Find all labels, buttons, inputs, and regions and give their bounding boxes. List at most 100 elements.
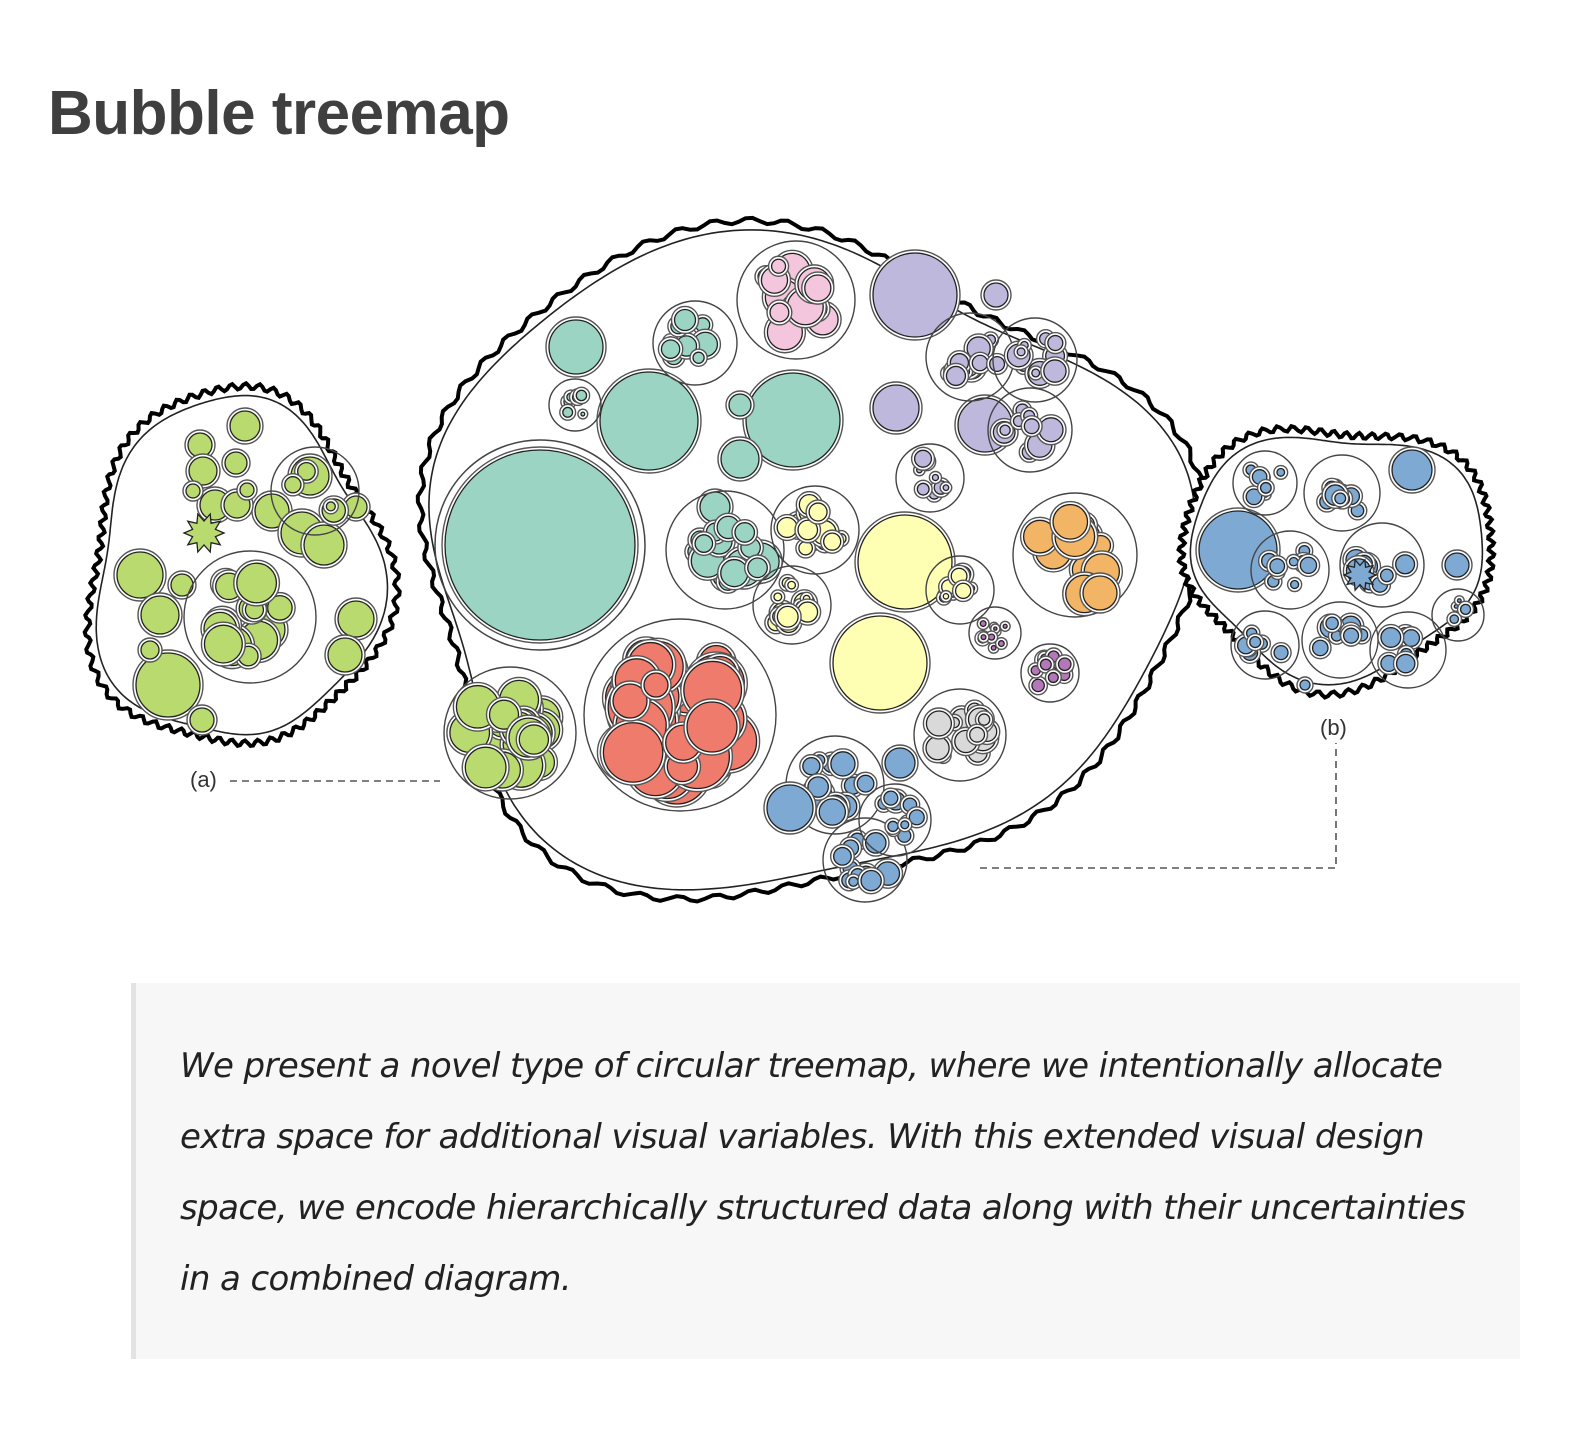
group-outline: [270, 446, 360, 536]
bubble: [1379, 568, 1394, 583]
bubble: [1023, 418, 1040, 435]
group-outline: [968, 606, 1022, 660]
bubble: [807, 776, 829, 798]
bubble: [997, 640, 1005, 648]
bubble: [969, 726, 986, 743]
bubble: [848, 876, 859, 887]
bubble: [284, 476, 302, 494]
bubble: [1198, 510, 1278, 590]
bubble: [1031, 678, 1045, 693]
bubble: [1043, 359, 1067, 383]
bubble: [444, 449, 636, 641]
bubble: [818, 798, 847, 826]
bubble: [692, 351, 705, 364]
bubble: [980, 634, 987, 641]
bubble: [1402, 629, 1421, 647]
bubble: [673, 308, 697, 332]
group-outline: [652, 300, 738, 386]
bubble: [864, 832, 887, 854]
page-title: Bubble treemap: [48, 79, 510, 148]
group-outline: [665, 490, 785, 610]
bubble: [993, 626, 998, 631]
bubble: [135, 652, 201, 718]
bubble: [1245, 488, 1263, 506]
bubble: [1395, 554, 1416, 575]
bubble: [916, 482, 930, 496]
bubble: [325, 501, 336, 512]
bubble: [832, 615, 928, 711]
bubble: [575, 389, 588, 402]
bubble: [1002, 623, 1008, 629]
bubble: [686, 701, 738, 753]
bubble: [170, 573, 194, 597]
bubble: [887, 820, 899, 833]
group-outline: [1303, 454, 1381, 532]
group-outline: [1230, 610, 1300, 680]
bubble: [1038, 417, 1064, 443]
bubble: [979, 620, 987, 628]
bubble: [856, 774, 875, 793]
description-text: We present a novel type of circular tree…: [180, 1046, 1466, 1299]
bubble: [239, 482, 255, 498]
bubble: [990, 644, 997, 651]
bubble-treemap-svg: (a) (b): [82, 215, 1497, 904]
bubble: [1047, 671, 1059, 684]
bubble: [983, 282, 1009, 308]
bubble: [770, 258, 787, 274]
group-outline: [925, 555, 995, 625]
bubble: [798, 540, 814, 556]
bubble: [254, 493, 290, 529]
bubble: [1057, 657, 1072, 672]
bubble: [802, 756, 821, 776]
bubble: [989, 355, 1006, 373]
bubble: [860, 869, 882, 892]
bubble: [1444, 552, 1470, 578]
group-outline: [736, 240, 856, 360]
label-b: (b): [1320, 715, 1347, 740]
bubble: [643, 672, 669, 698]
bubble: [945, 365, 967, 387]
bubble: [229, 410, 261, 442]
bubble: [599, 371, 699, 471]
bubble: [1273, 644, 1289, 661]
bubble: [745, 372, 841, 468]
group-outline: [992, 317, 1078, 403]
bubble: [1276, 467, 1286, 477]
bubble: [747, 557, 768, 579]
bubble: [1047, 334, 1064, 352]
group-outline: [548, 378, 602, 432]
group-outline: [858, 783, 932, 857]
bubble: [1299, 556, 1318, 575]
bubble: [1016, 347, 1026, 357]
bubble: [773, 592, 783, 602]
bubble: [931, 473, 940, 482]
bubble: [1391, 449, 1433, 491]
bubble: [488, 699, 520, 730]
bubble: [823, 532, 842, 551]
bubble: [1288, 556, 1299, 567]
bubble: [203, 624, 243, 664]
bubble: [804, 274, 832, 302]
panel-a-green-cluster: [82, 380, 402, 749]
bubble: [925, 710, 953, 737]
bubble: [913, 449, 933, 468]
group-outline: [1020, 643, 1080, 703]
bubble: [1269, 558, 1286, 575]
bubble: [1031, 368, 1041, 378]
bubble: [900, 820, 910, 830]
bubble: [925, 735, 950, 761]
bubble: [236, 562, 278, 604]
bubble: [766, 784, 814, 832]
bubble: [999, 424, 1011, 436]
star-bubble: [182, 512, 226, 554]
bubble: [808, 502, 828, 522]
bubble: [1449, 614, 1460, 625]
panel-b-blue-cluster: [1176, 423, 1497, 700]
bubble: [1334, 492, 1347, 505]
bubble: [1459, 603, 1472, 615]
group-outline: [895, 443, 965, 513]
bubble: [694, 534, 714, 553]
bubble: [1039, 658, 1052, 671]
group-outline: [1232, 450, 1298, 516]
bubble: [612, 683, 648, 719]
